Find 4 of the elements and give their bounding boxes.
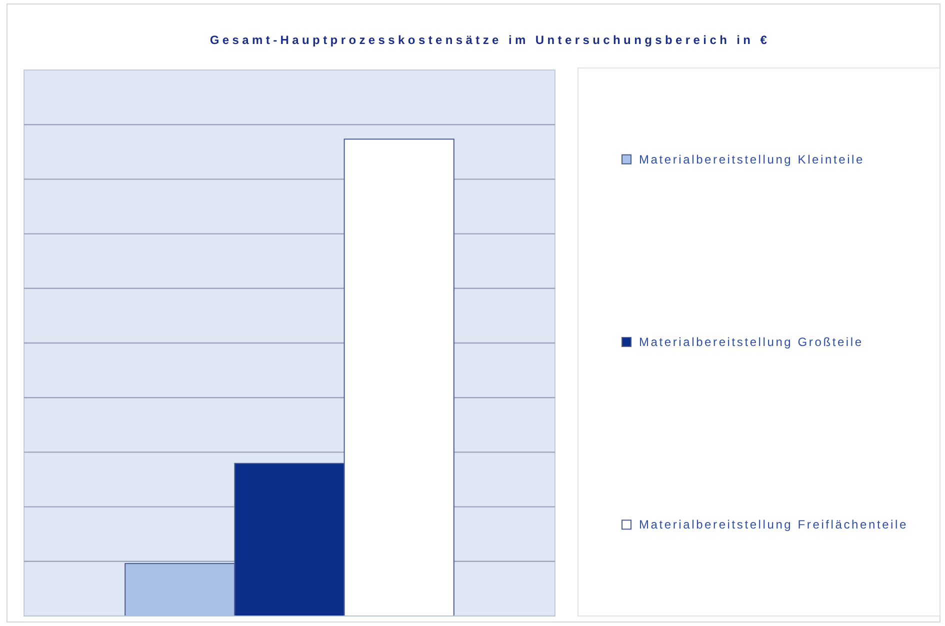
legend-label: Materialbereitstellung Kleinteile [639, 152, 864, 166]
chart-title: Gesamt-Hauptprozesskostensätze im Untersuchungsbereich in € [210, 33, 770, 47]
legend-label: Materialbereitstellung Großteile [639, 335, 864, 349]
legend-label: Materialbereitstellung Freiflächenteile [639, 518, 908, 532]
